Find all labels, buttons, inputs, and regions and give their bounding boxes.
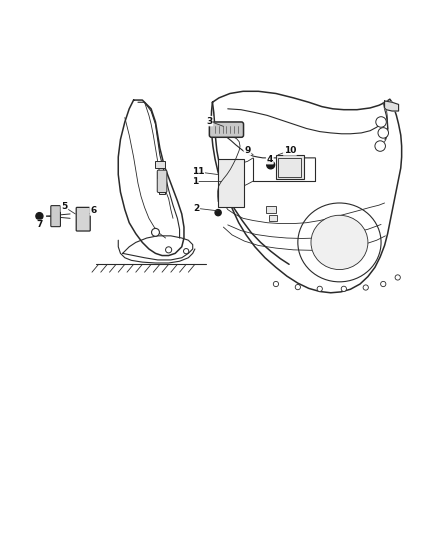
Circle shape — [363, 285, 368, 290]
Circle shape — [273, 281, 279, 287]
Circle shape — [375, 141, 385, 151]
FancyBboxPatch shape — [51, 206, 60, 227]
Bar — [158, 181, 165, 187]
Text: 5: 5 — [61, 203, 67, 212]
FancyBboxPatch shape — [157, 170, 167, 192]
Circle shape — [184, 248, 189, 254]
Circle shape — [267, 161, 275, 169]
Circle shape — [381, 281, 386, 287]
Circle shape — [152, 229, 159, 236]
Bar — [155, 161, 165, 168]
Circle shape — [376, 117, 386, 127]
Bar — [278, 158, 301, 177]
FancyBboxPatch shape — [76, 207, 90, 231]
Bar — [157, 172, 165, 177]
Text: 6: 6 — [90, 206, 96, 215]
Text: 7: 7 — [36, 220, 42, 229]
Circle shape — [341, 286, 346, 292]
Text: 4: 4 — [267, 155, 273, 164]
Bar — [276, 155, 304, 179]
Text: 9: 9 — [244, 146, 251, 155]
Ellipse shape — [311, 215, 368, 270]
Circle shape — [166, 247, 172, 253]
Circle shape — [317, 286, 322, 292]
Bar — [269, 215, 277, 221]
Text: 11: 11 — [192, 167, 204, 176]
Bar — [159, 190, 165, 194]
Bar — [266, 206, 276, 213]
Circle shape — [36, 213, 43, 220]
Bar — [218, 159, 244, 207]
Circle shape — [215, 209, 221, 216]
Text: 10: 10 — [284, 146, 296, 155]
Circle shape — [378, 128, 389, 138]
Text: 1: 1 — [192, 176, 198, 185]
Polygon shape — [385, 101, 399, 111]
FancyBboxPatch shape — [209, 122, 244, 138]
Text: 2: 2 — [193, 204, 199, 213]
Circle shape — [295, 285, 300, 290]
Circle shape — [395, 275, 400, 280]
Text: 3: 3 — [206, 117, 212, 126]
